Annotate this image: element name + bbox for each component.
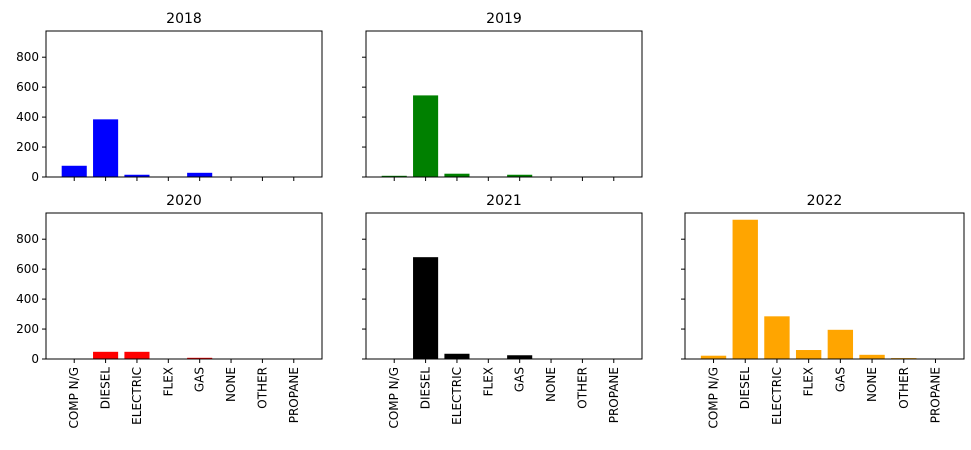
subplot-title: 2022 [807,193,843,209]
subplot-2021: 2021 COMP N/G DIESEL ELECTRIC FLEX GAS NONE OTH… [362,193,643,429]
bar-diesel [413,95,439,177]
x-tick-label: FLEX [802,367,816,396]
subplot-2019: 2019 [362,11,643,181]
x-tick-label: GAS [193,367,207,392]
plot-frame [365,212,643,360]
x-tick-label: DIESEL [419,367,433,410]
x-tick-label: PROPANE [287,367,301,423]
y-tick-label: 800 [16,50,39,64]
bar-gas [187,357,213,359]
plot-frame [365,30,643,178]
bar-electric [444,353,470,359]
y-tick-label: 600 [16,262,39,276]
bar-electric [124,351,150,359]
x-tick-label: DIESEL [738,367,752,410]
plot-frame [45,212,323,360]
x-tick-label: PROPANE [928,367,942,423]
bar-flex [795,350,822,359]
bar-diesel [413,257,439,359]
y-tick-label: 0 [31,352,39,366]
bar-diesel [93,351,119,359]
bar-diesel [732,219,758,359]
y-tick-label: 200 [16,140,39,154]
x-tick-label: ELECTRIC [130,367,144,425]
y-tick-label: 600 [16,80,39,94]
x-tick-label: OTHER [575,367,589,409]
subplot-title: 2019 [486,11,522,27]
bar-electric [764,316,790,359]
x-tick-label: GAS [833,367,847,392]
y-tick-label: 200 [16,322,39,336]
x-tick-label: DIESEL [99,367,113,410]
x-tick-label: PROPANE [607,367,621,423]
x-tick-label: NONE [224,367,238,402]
bar-electric [444,173,470,177]
subplot-title: 2018 [166,11,202,27]
x-tick-label: OTHER [255,367,269,409]
bar-comp-n-g [381,175,407,177]
x-tick-label: FLEX [481,367,495,396]
plot-frame [684,212,965,360]
bar-gas [507,174,533,177]
plot-frame [45,30,323,178]
y-tick-label: 400 [16,292,39,306]
x-tick-label: NONE [544,367,558,402]
subplot-2018: 2018 0 200 400 600 800 [16,11,323,184]
subplot-title: 2021 [486,193,522,209]
bar-gas [507,355,533,359]
subplot-2022: 2022 COMP N/G DIESEL ELECTRIC FLEX GAS NONE OTH… [681,193,965,429]
y-tick-label: 400 [16,110,39,124]
x-tick-label: NONE [865,367,879,402]
bar-comp-n-g [700,355,727,359]
x-tick-label: GAS [513,367,527,392]
subplot-2020: 2020 0 200 400 600 800 COMP N/G DIESEL ELECTRIC F… [16,193,323,429]
y-tick-label: 800 [16,232,39,246]
bar-comp-n-g [61,165,87,177]
bar-electric [124,174,150,177]
x-tick-label: FLEX [161,367,175,396]
x-tick-label: COMP N/G [707,367,721,429]
x-tick-label: COMP N/G [67,367,81,429]
bar-gas [827,329,854,359]
x-tick-label: ELECTRIC [770,367,784,425]
x-tick-label: COMP N/G [387,367,401,429]
bar-none [859,354,885,359]
subplot-title: 2020 [166,193,202,209]
y-tick-label: 0 [31,170,39,184]
x-tick-label: ELECTRIC [450,367,464,425]
bar-gas [187,172,213,177]
bar-diesel [93,119,119,177]
x-tick-label: OTHER [897,367,911,409]
